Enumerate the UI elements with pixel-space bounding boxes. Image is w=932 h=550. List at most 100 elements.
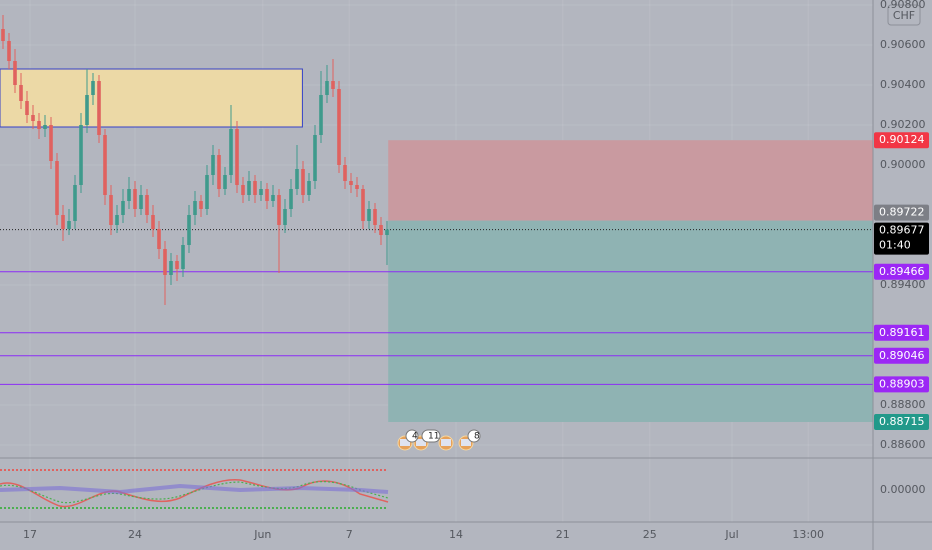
candle-body [151, 215, 155, 229]
y-tick-label: 0.90800 [880, 0, 926, 11]
price-label-bg [874, 376, 929, 393]
currency: CHF [893, 9, 915, 22]
candle-body [199, 201, 203, 209]
candle-body [283, 209, 287, 225]
candle-body [373, 209, 377, 225]
event-badge: 8 [474, 432, 480, 442]
price-label: 0.89046 [879, 349, 925, 362]
candle-body [277, 195, 281, 225]
osc-signal [0, 481, 389, 504]
candle-body [217, 155, 221, 189]
price-label-bg [874, 414, 929, 430]
price-label: 0.89466 [879, 265, 925, 278]
x-tick-label: 25 [643, 528, 657, 541]
target-zone [388, 220, 873, 422]
price-label: 0.90124 [879, 133, 925, 146]
y-tick-label: 0.88800 [880, 398, 926, 411]
candle-body [49, 125, 53, 161]
oscillator-tick-label: 0.00000 [880, 483, 926, 496]
candle-body [31, 115, 35, 121]
oscillator [0, 469, 389, 509]
price-label: 0.89161 [879, 326, 925, 339]
candle-body [157, 229, 161, 249]
y-tick-label: 0.90000 [880, 158, 926, 171]
candle-body [103, 135, 107, 195]
y-tick-label: 0.88600 [880, 438, 926, 451]
candle-body [187, 215, 191, 245]
x-tick-label: 24 [128, 528, 142, 541]
event-flag [400, 439, 410, 446]
event-flag [461, 439, 471, 446]
event-badge-bg [405, 429, 419, 443]
currency-box [887, 4, 921, 26]
candle-body [337, 89, 341, 165]
x-tick-label: 21 [556, 528, 570, 541]
candle-body [301, 169, 305, 195]
candle-body [163, 249, 167, 275]
candle-body [19, 85, 23, 101]
price-label: 0.88903 [879, 377, 925, 390]
candle-body [121, 201, 125, 215]
stop-zone [388, 140, 873, 221]
price-label: 0.88715 [879, 415, 925, 428]
price-label: 0.89677 [879, 224, 925, 237]
candle-body [139, 195, 143, 209]
candle-body [67, 221, 71, 229]
candle-body [145, 195, 149, 215]
event-flag [441, 439, 451, 446]
price-label-bg [874, 204, 929, 221]
candle-body [37, 121, 41, 129]
candle-body [379, 225, 383, 235]
price-label-bg [874, 347, 929, 364]
event-badge: 4 [412, 432, 418, 442]
candle-body [181, 245, 185, 269]
candle-body [271, 195, 275, 201]
x-tick-label: 17 [23, 528, 37, 541]
price-label-bg [874, 324, 929, 341]
price-label: 0.89722 [879, 206, 925, 219]
candle-body [1, 29, 5, 41]
candle-body [85, 95, 89, 125]
x-tick-label: Jun [253, 528, 271, 541]
main-pane [0, 15, 873, 422]
y-tick-label: 0.90600 [880, 38, 926, 51]
candle-body [265, 189, 269, 201]
candle-body [343, 165, 347, 181]
y-tick-label: 0.90200 [880, 118, 926, 131]
candle-body [115, 215, 119, 225]
candle-body [127, 189, 131, 201]
supply-zone [0, 68, 303, 128]
candle-body [247, 181, 251, 195]
candle-body [55, 161, 59, 215]
candle-body [313, 135, 317, 181]
candle-body [259, 189, 263, 195]
candle-body [97, 81, 101, 135]
candle-body [319, 95, 323, 135]
candle-body [223, 175, 227, 189]
price-label-bg [874, 263, 929, 280]
event-badge: 11 [428, 432, 439, 442]
x-tick-label: 14 [449, 528, 463, 541]
candle-body [91, 81, 95, 95]
candle-body [205, 175, 209, 209]
x-tick-label: Jul [724, 528, 738, 541]
candle-body [25, 101, 29, 115]
x-tick-label: 7 [346, 528, 353, 541]
price-label-bg [874, 222, 929, 255]
countdown: 01:40 [879, 239, 911, 252]
event-badge-bg [467, 429, 481, 443]
candle-body [253, 181, 257, 195]
candle-body [193, 201, 197, 215]
candle-body [133, 189, 137, 209]
candle-body [79, 125, 83, 185]
candle-body [73, 185, 77, 221]
candle-body [235, 129, 239, 185]
candle-body [367, 209, 371, 221]
candle-body [229, 129, 233, 175]
candle-body [355, 185, 359, 189]
candle-body [211, 155, 215, 175]
event-badge-bg [421, 429, 441, 443]
candle-body [349, 181, 353, 185]
